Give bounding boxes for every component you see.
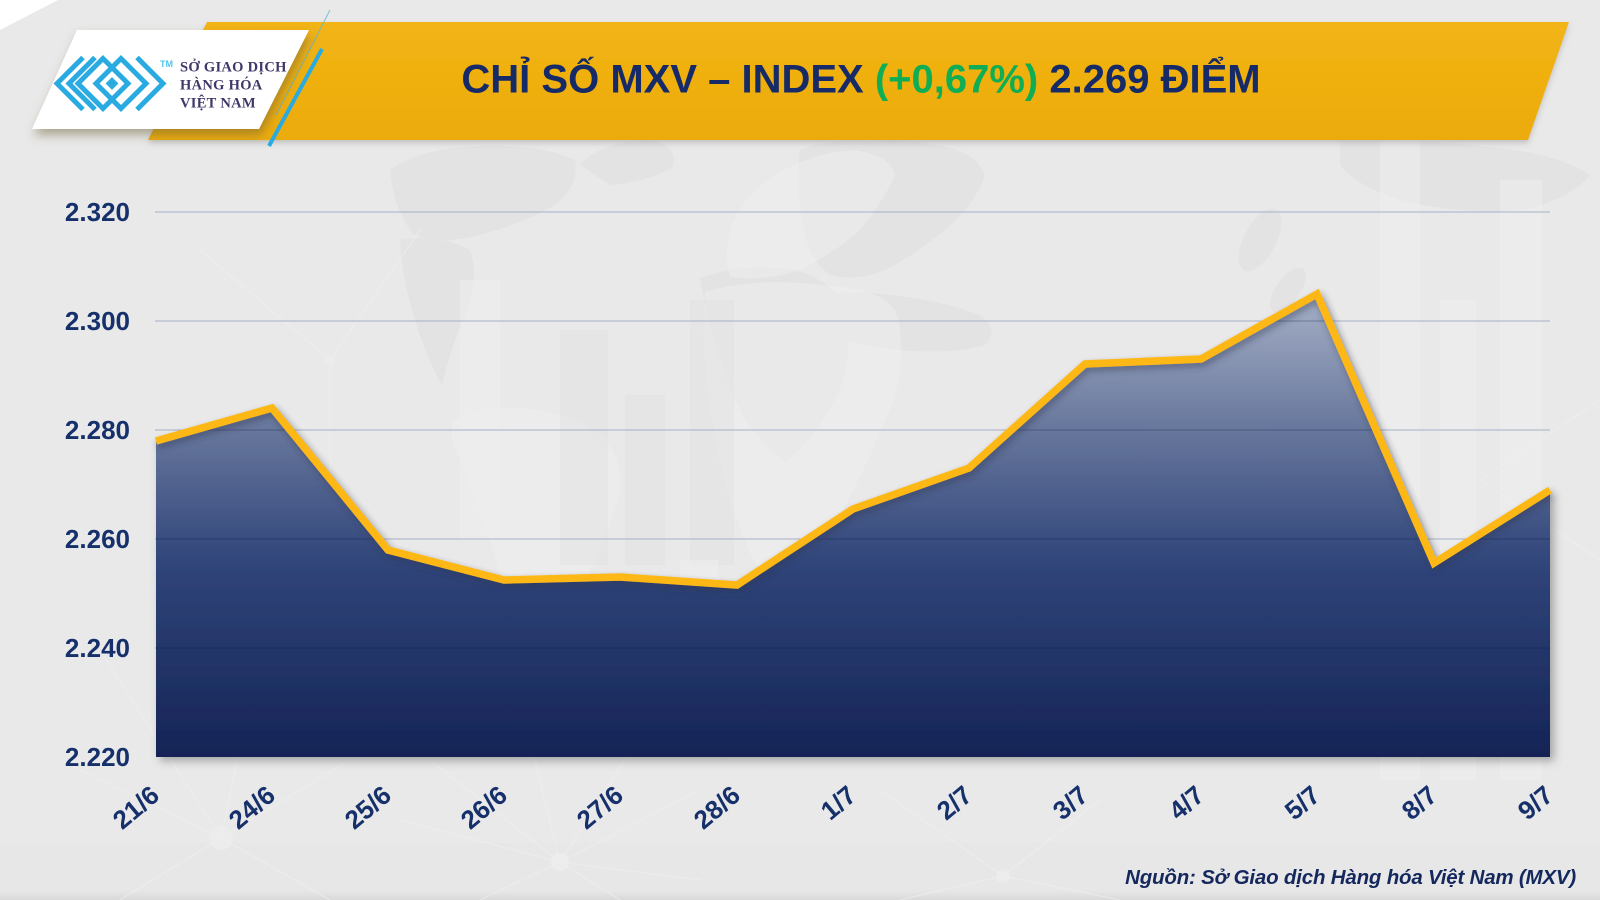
svg-text:2.220: 2.220 bbox=[65, 742, 130, 772]
svg-text:SỞ GIAO DỊCH: SỞ GIAO DỊCH bbox=[180, 59, 287, 76]
svg-text:2.320: 2.320 bbox=[65, 197, 130, 227]
svg-text:2.300: 2.300 bbox=[65, 306, 130, 336]
svg-text:2.280: 2.280 bbox=[65, 415, 130, 445]
svg-text:TM: TM bbox=[160, 59, 173, 69]
svg-text:CHỈ SỐ MXV – INDEX (+0,67%) 2.: CHỈ SỐ MXV – INDEX (+0,67%) 2.269 ĐIỂM bbox=[461, 55, 1260, 102]
svg-text:Nguồn: Sở Giao dịch Hàng hóa V: Nguồn: Sở Giao dịch Hàng hóa Việt Nam (M… bbox=[1125, 866, 1576, 889]
svg-text:VIỆT NAM: VIỆT NAM bbox=[180, 95, 256, 112]
svg-text:2.260: 2.260 bbox=[65, 524, 130, 554]
svg-text:2.240: 2.240 bbox=[65, 633, 130, 663]
svg-text:HÀNG HÓA: HÀNG HÓA bbox=[180, 77, 263, 94]
